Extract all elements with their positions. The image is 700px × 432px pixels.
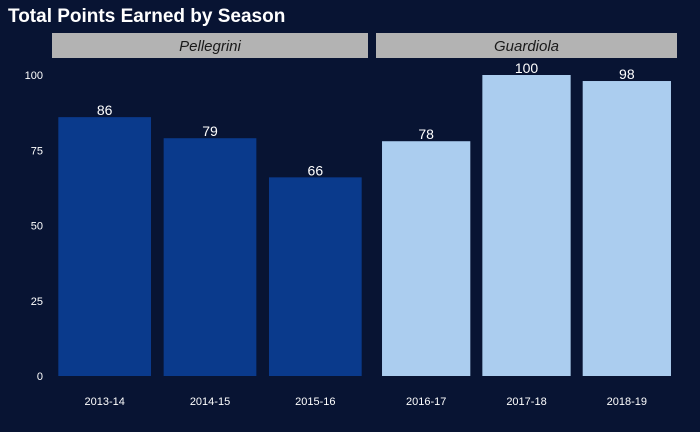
bar [482, 75, 571, 376]
facet-strip [52, 33, 368, 58]
facet-panel-pellegrini: Pellegrini 86 2013-14 79 2014-15 66 2015-16 [52, 33, 368, 408]
y-tick-label: 25 [31, 296, 43, 308]
x-tick-label: 2017-18 [506, 396, 546, 408]
bar [268, 177, 362, 376]
x-tick-label: 2016-17 [406, 396, 446, 408]
chart-title: Total Points Earned by Season [8, 6, 285, 27]
x-tick-label: 2013-14 [84, 396, 124, 408]
y-tick-label: 100 [25, 70, 43, 82]
bar-value-label: 86 [97, 102, 113, 118]
bar [582, 81, 671, 377]
bar-value-label: 79 [202, 123, 218, 139]
facet-strip-label: Pellegrini [179, 38, 241, 55]
x-tick-label: 2014-15 [190, 396, 230, 408]
facet-panel-guardiola: Guardiola 78 2016-17 100 2017-18 98 2018-19 [376, 33, 677, 408]
x-tick-label: 2018-19 [607, 396, 647, 408]
facet-panels: Pellegrini 86 2013-14 79 2014-15 66 2015-16 Gua… [52, 33, 677, 408]
x-tick-label: 2015-16 [295, 396, 335, 408]
y-axis: 0 25 50 75 100 [25, 70, 43, 383]
y-tick-label: 50 [31, 221, 43, 233]
y-tick-label: 0 [37, 371, 43, 383]
bar [163, 138, 257, 376]
bar-value-label: 66 [308, 162, 324, 178]
y-tick-label: 75 [31, 145, 43, 157]
bar [382, 141, 471, 376]
bar [58, 117, 152, 376]
facet-strip [376, 33, 677, 58]
bar-value-label: 78 [418, 126, 434, 142]
bar-value-label: 100 [515, 60, 539, 76]
bar-value-label: 98 [619, 66, 635, 82]
facet-strip-label: Guardiola [494, 38, 559, 55]
